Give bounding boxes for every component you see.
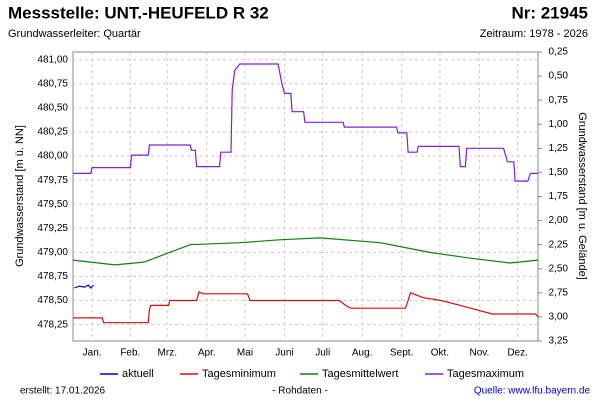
period: Zeitraum: 1978 - 2026 (480, 28, 588, 40)
x-tick-label: Jan. (83, 348, 102, 359)
y-tick-label: 478,25 (37, 319, 68, 330)
y-tick-label: 480,75 (37, 78, 68, 89)
legend-label: Tagesmaximum (447, 368, 524, 380)
y2-tick-label: 2,50 (549, 263, 569, 274)
x-tick-label: Apr. (198, 348, 216, 359)
y-tick-label: 479,75 (37, 175, 68, 186)
x-tick-label: Juni (275, 348, 293, 359)
y2-tick-label: 3,00 (549, 312, 569, 323)
y-tick-label: 480,00 (37, 151, 68, 162)
x-tick-label: Mai (237, 348, 253, 359)
note: - Rohdaten - (272, 386, 328, 397)
subtitle: Grundwasserleiter: Quartär (8, 28, 141, 40)
x-tick-label: Dez. (507, 348, 528, 359)
x-tick-label: Sept. (390, 348, 413, 359)
y-tick-label: 480,25 (37, 127, 68, 138)
series-line (73, 291, 539, 324)
y2-axis-label: Grundwasserstand [m u. Gelände] (576, 112, 588, 280)
y2-tick-label: 3,25 (549, 336, 569, 347)
y2-tick-label: 1,50 (549, 167, 569, 178)
x-tick-label: Nov. (469, 348, 489, 359)
y2-tick-label: 0,75 (549, 95, 569, 106)
source-link[interactable]: Quelle: www.lfu.bayern.de (474, 386, 591, 397)
y-tick-label: 481,00 (37, 54, 68, 65)
y2-tick-label: 0,25 (549, 47, 569, 58)
series-line (72, 237, 539, 266)
y-axis-label: Grundwasserstand [m ü. NN] (14, 125, 26, 267)
legend-label: Tagesmittelwert (322, 368, 398, 380)
y2-tick-label: 2,00 (549, 215, 569, 226)
y-tick-label: 478,75 (37, 271, 68, 282)
y-tick-label: 478,50 (37, 295, 68, 306)
series-line (73, 63, 538, 182)
station-number: Nr: 21945 (511, 3, 588, 22)
series-line (74, 284, 94, 289)
chart-title: Messstelle: UNT.-HEUFELD R 32 (8, 3, 269, 22)
y-tick-label: 479,25 (37, 223, 68, 234)
legend-label: aktuell (122, 368, 154, 380)
y2-tick-label: 1,00 (549, 119, 569, 130)
y2-tick-label: 0,50 (549, 71, 569, 82)
y-tick-label: 480,50 (37, 103, 68, 114)
x-tick-label: Juli (315, 348, 330, 359)
y2-tick-label: 2,75 (549, 287, 569, 298)
x-tick-label: Aug. (352, 348, 373, 359)
y2-tick-label: 2,25 (549, 239, 569, 250)
y2-tick-label: 1,75 (549, 191, 569, 202)
y2-tick-label: 1,25 (549, 143, 569, 154)
x-tick-label: Okt. (431, 348, 449, 359)
legend-label: Tagesminimum (202, 368, 276, 380)
plot-frame (72, 51, 539, 342)
x-tick-label: Mrz. (158, 348, 177, 359)
x-tick-label: Feb. (120, 348, 140, 359)
y-tick-label: 479,50 (37, 199, 68, 210)
y-tick-label: 479,00 (37, 247, 68, 258)
created-date: erstellt: 17.01.2026 (20, 386, 105, 397)
